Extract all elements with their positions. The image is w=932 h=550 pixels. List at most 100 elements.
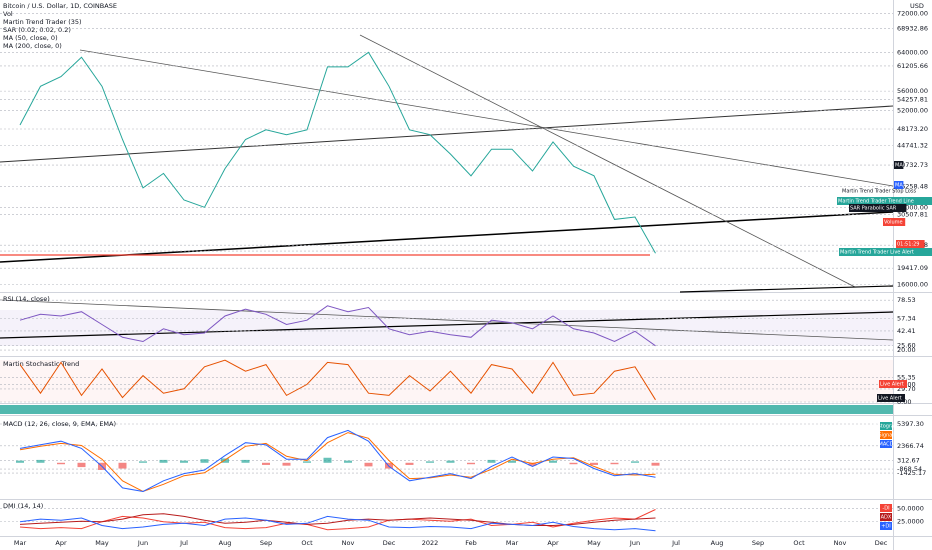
y-tick-label: 312.67	[897, 457, 920, 465]
x-tick-label: Oct	[301, 539, 313, 547]
panel-title: RSI (14, close)	[3, 295, 50, 303]
series-line	[19, 509, 656, 531]
histogram-bar	[487, 459, 496, 463]
y-tick-label: 25.0000	[897, 518, 924, 526]
y-tick-label: 55.35	[897, 374, 916, 382]
x-tick-label: Jun	[137, 539, 148, 547]
x-tick-label: Nov	[342, 539, 355, 547]
y-tick-label: 20.00	[897, 346, 916, 354]
x-tick-label: Apr	[547, 539, 559, 547]
trend-strip	[0, 405, 893, 414]
x-tick-label: Aug	[711, 539, 724, 547]
legend-swatch	[880, 522, 892, 530]
x-tick-label: Feb	[465, 539, 477, 547]
price-line	[19, 51, 656, 254]
x-tick-label: May	[587, 539, 601, 547]
histogram-bar	[282, 462, 291, 466]
x-tick-label: Jul	[179, 539, 188, 547]
histogram-bar	[467, 462, 475, 465]
annotation-box	[849, 204, 907, 212]
legend-entry: SAR (0.02, 0.02, 0.2)	[3, 26, 71, 34]
y-tick-label: 56000.00	[897, 87, 928, 95]
annotation: MA	[895, 163, 903, 169]
y-tick-label: 50.0000	[897, 504, 924, 512]
histogram-bar	[323, 457, 332, 463]
y-tick-label: 16000.00	[897, 281, 928, 289]
series-line	[19, 513, 656, 526]
y-tick-label: 2366.74	[897, 442, 924, 450]
y-tick-label: 32000.00	[897, 203, 928, 211]
histogram-bar	[651, 462, 660, 466]
panel-title: MACD (12, 26, close, 9, EMA, EMA)	[3, 420, 116, 428]
legend-entry: MACD	[879, 442, 894, 448]
x-tick-label: Nov	[834, 539, 847, 547]
x-tick-label: Jul	[671, 539, 680, 547]
histogram-bar	[610, 462, 619, 465]
histogram-bar	[631, 461, 639, 463]
annotation: Martin Trend Trader Trend Line	[838, 199, 914, 205]
histogram-bar	[344, 460, 352, 463]
legend-entry: +DI	[881, 524, 891, 530]
legend-entry: ADX	[881, 515, 892, 521]
y-tick-label: 44741.32	[897, 142, 928, 150]
histogram-bar	[139, 461, 147, 463]
price-line	[19, 359, 656, 401]
y-tick-label: 29.70	[897, 385, 916, 393]
y-tick-label: 42.41	[897, 327, 916, 335]
annotation-box	[837, 197, 932, 205]
histogram-bar	[118, 462, 127, 469]
price-line	[19, 305, 656, 347]
y-tick-label: 68932.86	[897, 25, 928, 33]
y-tick-label: 57.34	[897, 314, 916, 322]
legend-swatch	[880, 431, 892, 439]
y-tick-label: 54257.81	[897, 96, 928, 104]
y-tick-label: 52000.00	[897, 106, 928, 114]
legend-entry: MA (200, close, 0)	[3, 42, 62, 50]
x-tick-label: Mar	[506, 539, 519, 547]
histogram-bar	[508, 460, 516, 463]
legend-entry: -DI	[882, 506, 889, 512]
histogram-bar	[180, 460, 188, 463]
legend-swatch	[880, 422, 892, 430]
annotation: SAR Parabolic SAR	[850, 206, 897, 212]
x-tick-label: Mar	[14, 539, 27, 547]
histogram-bar	[426, 461, 434, 463]
y-tick-label: 61205.66	[897, 62, 928, 70]
histogram-bar	[569, 462, 578, 465]
x-tick-label: Sep	[752, 539, 764, 547]
annotation-box	[894, 181, 904, 189]
histogram-bar	[262, 462, 270, 465]
series-line	[19, 429, 656, 493]
legend-swatch	[880, 440, 892, 448]
x-tick-label: May	[95, 539, 109, 547]
legend-entry: MA (50, close, 0)	[3, 34, 58, 42]
annotation: Volume	[884, 220, 903, 226]
y-tick-label: 5397.30	[897, 420, 924, 428]
legend-entry: Histogram	[873, 424, 899, 430]
y-tick-label: 30507.81	[897, 211, 928, 219]
histogram-bar	[36, 459, 45, 463]
histogram-bar	[16, 460, 24, 463]
annotation-box	[879, 380, 907, 388]
histogram-bar	[159, 459, 168, 463]
y-tick-label: 36258.48	[897, 183, 928, 191]
histogram-bar	[405, 462, 414, 465]
x-tick-label: Dec	[875, 539, 888, 547]
legend-swatch	[880, 513, 892, 521]
histogram-bar	[303, 461, 311, 463]
histogram-bar	[57, 462, 65, 465]
y-tick-label: -1425.17	[897, 469, 926, 477]
histogram-bar	[221, 458, 229, 463]
annotation: Martin Trend Trader Stop Loss	[842, 189, 916, 195]
y-tick-label: 25.60	[897, 341, 916, 349]
annotation: MA	[895, 183, 903, 189]
y-tick-label: -868.54	[897, 465, 922, 473]
stoch-band	[0, 360, 893, 402]
series-line	[19, 432, 656, 493]
chart-title: Bitcoin / U.S. Dollar, 1D, COINBASE	[3, 2, 117, 10]
y-tick-label: 72000.00	[897, 10, 928, 18]
annotation-box	[883, 218, 906, 226]
